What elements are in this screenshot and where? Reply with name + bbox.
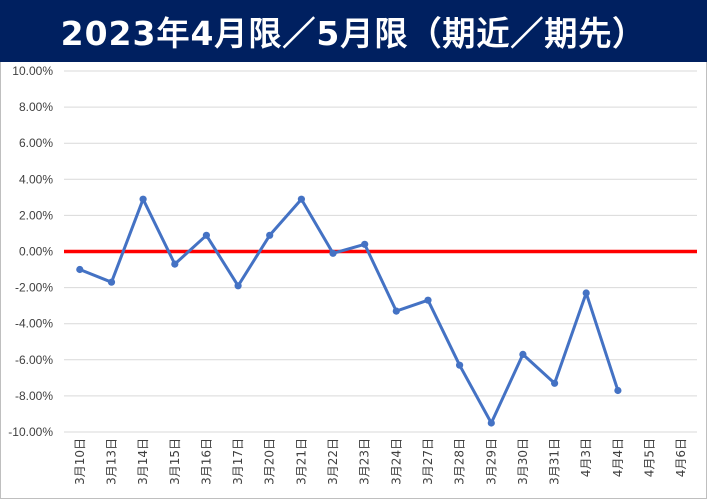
data-point	[614, 386, 622, 395]
series-line	[79, 197, 620, 425]
data-point	[329, 249, 337, 257]
x-tick-label: 3月31日	[548, 438, 562, 485]
x-tick-label: 3月16日	[199, 438, 213, 485]
y-tick-label: -8.00%	[15, 389, 53, 403]
data-point	[202, 231, 210, 239]
data-point	[76, 265, 84, 274]
x-tick-label: 3月23日	[358, 438, 372, 485]
data-point	[361, 240, 369, 248]
x-tick-label: 3月17日	[231, 438, 245, 485]
x-tick-label: 3月14日	[136, 438, 150, 485]
data-point	[297, 195, 305, 203]
y-tick-label: -10.00%	[8, 425, 53, 439]
x-tick-label: 4月4日	[611, 438, 625, 477]
data-point	[171, 260, 179, 268]
title-bar: 2023年4月限／5月限（期近／期先）	[0, 0, 707, 62]
x-tick-label: 4月5日	[643, 438, 657, 477]
x-tick-label: 3月13日	[104, 438, 118, 485]
y-tick-label: 0.00%	[19, 245, 53, 259]
y-tick-label: -4.00%	[15, 317, 53, 331]
data-point	[487, 419, 495, 427]
y-tick-label: 2.00%	[19, 208, 53, 222]
x-tick-label: 3月21日	[294, 438, 308, 485]
x-tick-label: 3月22日	[326, 438, 340, 485]
data-point	[392, 307, 400, 315]
data-point	[266, 231, 274, 239]
x-tick-label: 3月24日	[389, 438, 403, 485]
x-tick-label: 3月20日	[263, 438, 277, 485]
data-point	[424, 296, 432, 304]
x-tick-label: 3月30日	[516, 438, 530, 485]
x-tick-label: 3月27日	[421, 438, 435, 485]
chart-title: 2023年4月限／5月限（期近／期先）	[60, 14, 647, 53]
data-point	[107, 278, 116, 286]
x-tick-label: 4月6日	[674, 438, 688, 477]
x-tick-label: 3月29日	[484, 438, 498, 485]
y-tick-label: 4.00%	[19, 172, 53, 186]
y-tick-label: -6.00%	[15, 353, 53, 367]
data-point	[456, 361, 464, 369]
y-tick-label: 10.00%	[12, 64, 53, 78]
x-tick-label: 3月28日	[453, 438, 467, 485]
data-point	[234, 282, 242, 290]
data-point	[519, 350, 527, 358]
y-tick-label: 6.00%	[19, 136, 53, 150]
data-point	[139, 195, 147, 203]
x-tick-label: 3月15日	[168, 438, 182, 485]
data-point	[582, 289, 590, 297]
data-point	[551, 379, 559, 387]
x-tick-label: 4月3日	[579, 438, 593, 477]
y-tick-label: -2.00%	[15, 281, 53, 295]
y-tick-label: 8.00%	[19, 100, 53, 114]
x-tick-label: 3月10日	[73, 438, 87, 485]
